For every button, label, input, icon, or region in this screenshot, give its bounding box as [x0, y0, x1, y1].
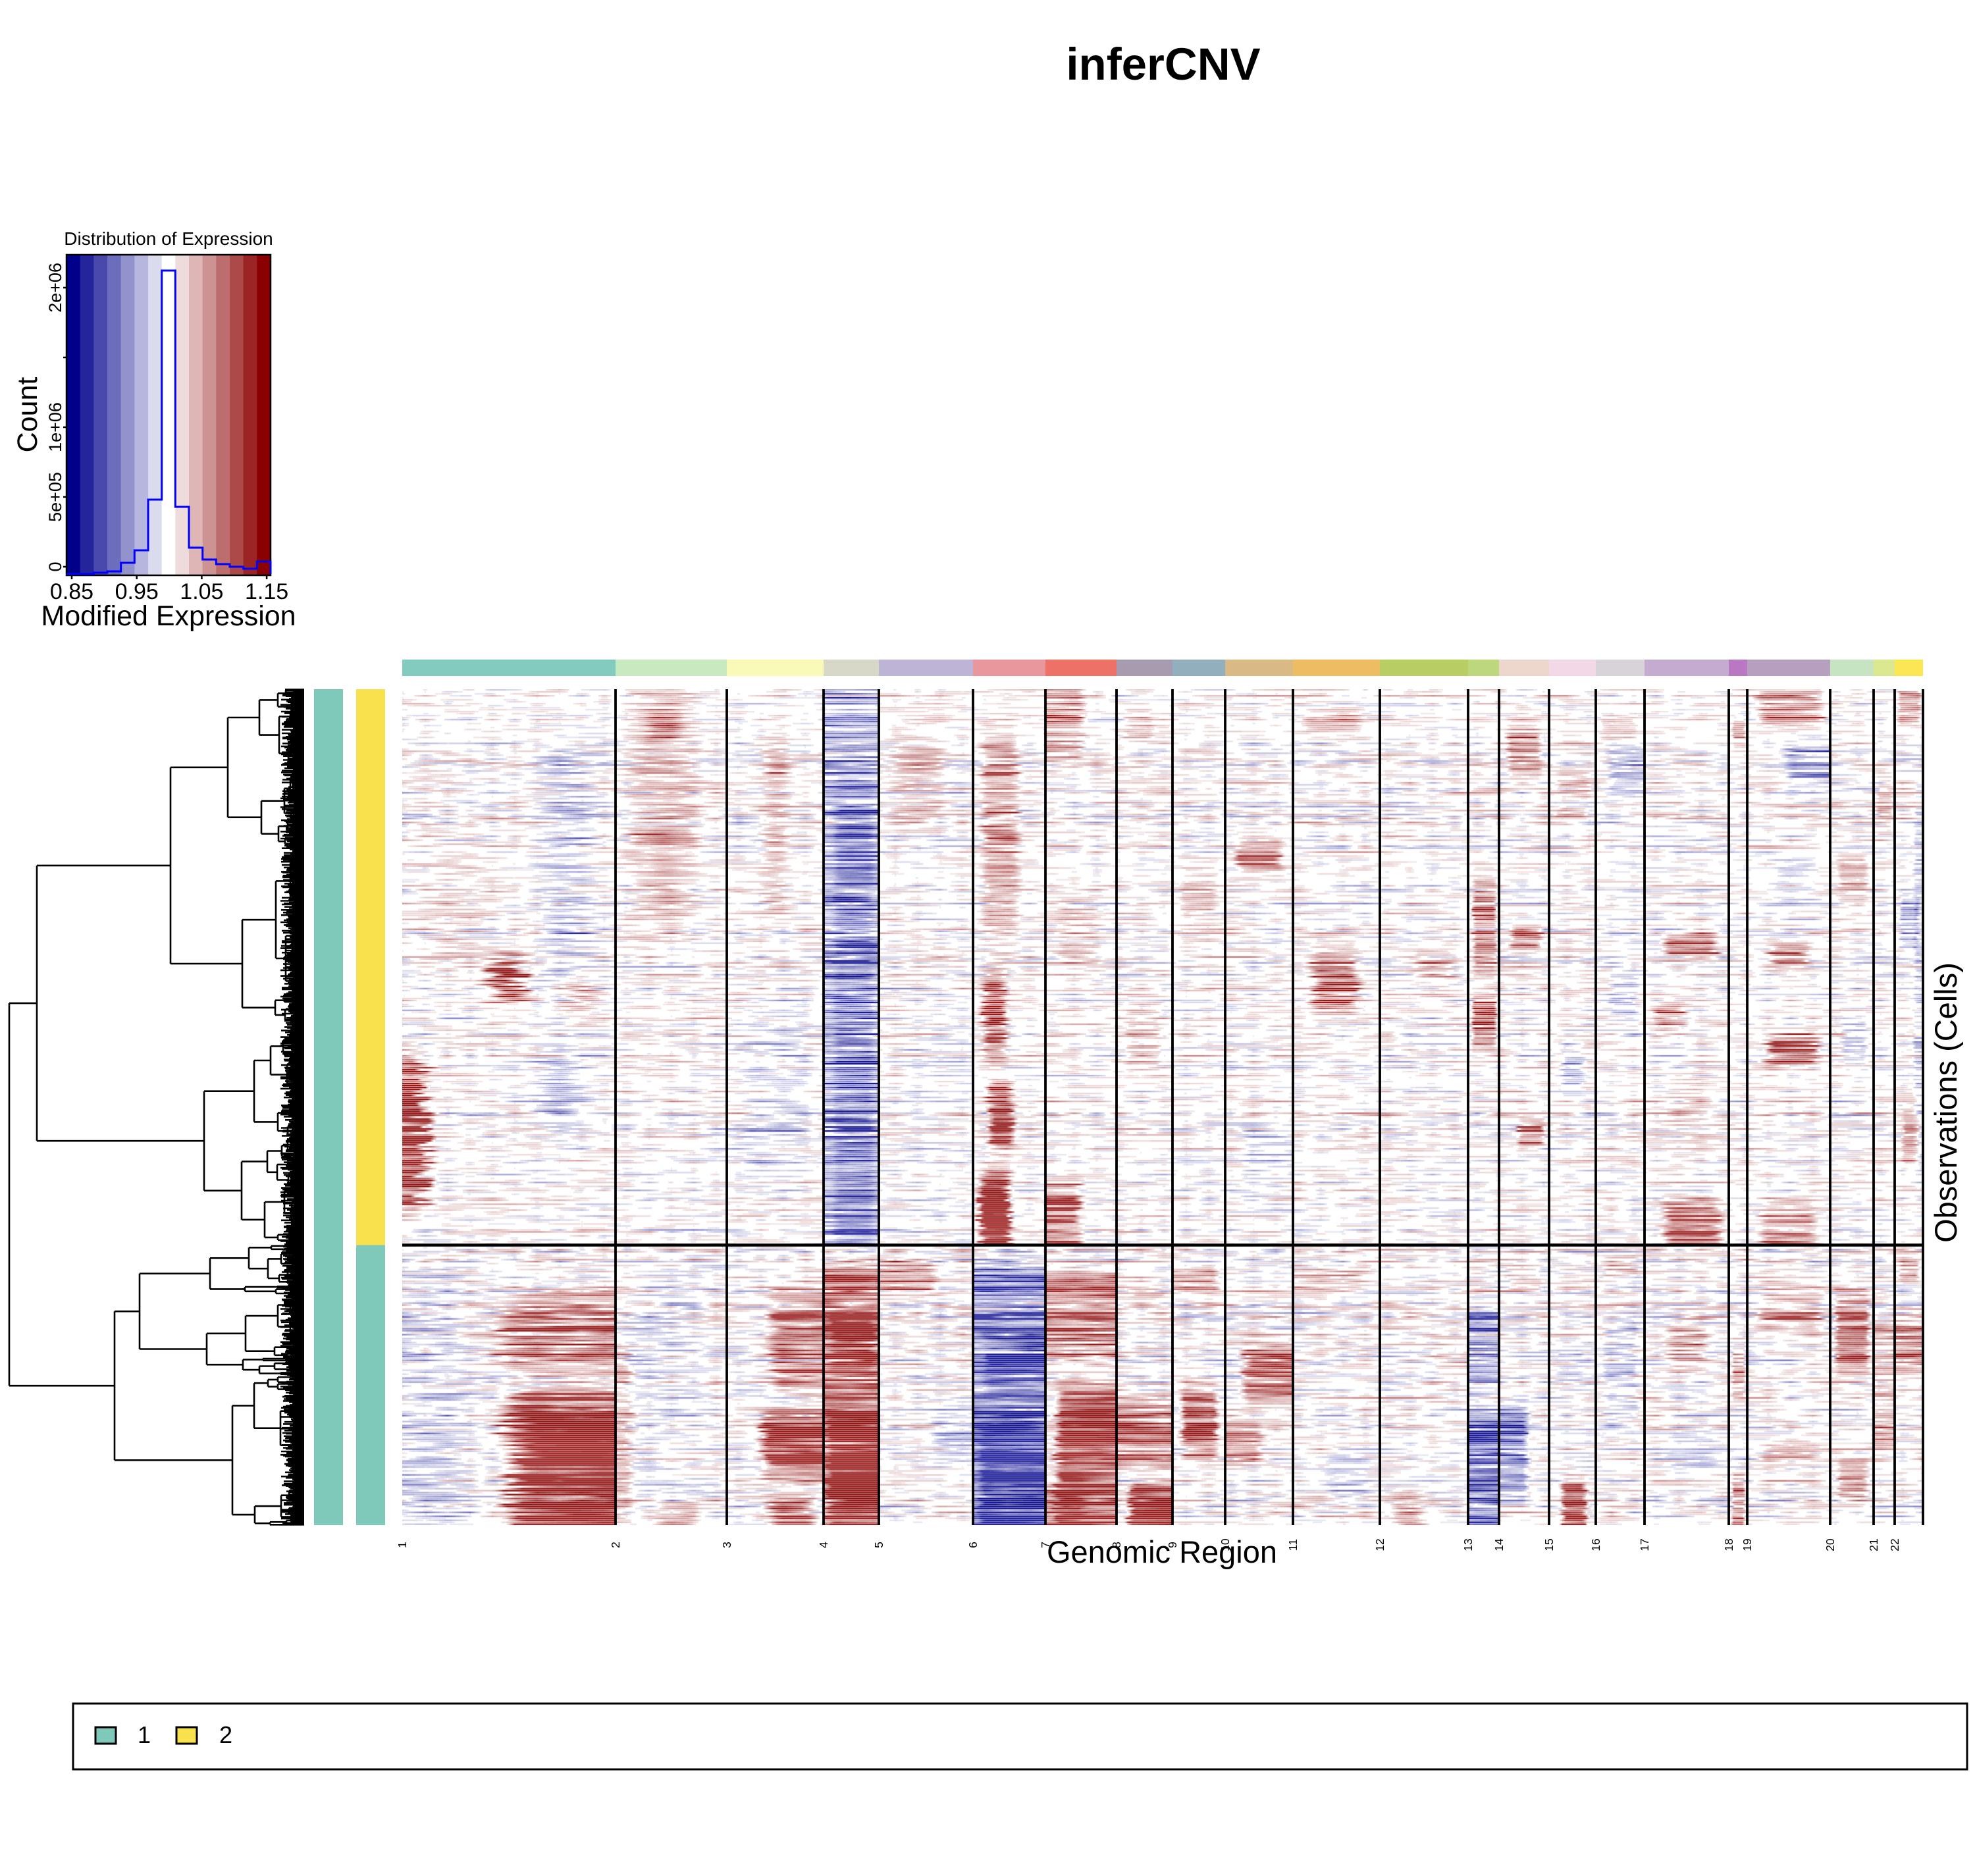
svg-text:4: 4 — [817, 1542, 830, 1548]
svg-text:Count: Count — [12, 377, 43, 453]
svg-text:8: 8 — [1110, 1542, 1123, 1548]
svg-text:1.05: 1.05 — [180, 579, 223, 604]
svg-text:15: 15 — [1542, 1538, 1556, 1551]
svg-text:7: 7 — [1039, 1542, 1052, 1548]
svg-text:5: 5 — [872, 1542, 885, 1548]
svg-text:21: 21 — [1867, 1538, 1880, 1551]
svg-text:1: 1 — [396, 1542, 409, 1548]
svg-text:1.15: 1.15 — [245, 579, 288, 604]
svg-text:5e+05: 5e+05 — [45, 472, 65, 522]
svg-text:Modified Expression: Modified Expression — [41, 600, 296, 632]
svg-text:2: 2 — [219, 1721, 232, 1748]
svg-text:6: 6 — [966, 1542, 980, 1548]
svg-text:20: 20 — [1824, 1538, 1837, 1551]
svg-text:13: 13 — [1462, 1538, 1475, 1551]
svg-text:0.95: 0.95 — [115, 579, 159, 604]
svg-text:9: 9 — [1166, 1542, 1179, 1548]
svg-text:12: 12 — [1373, 1538, 1386, 1551]
svg-text:17: 17 — [1638, 1538, 1651, 1551]
svg-text:Observations (Cells): Observations (Cells) — [1928, 962, 1963, 1243]
svg-text:1: 1 — [138, 1721, 151, 1748]
svg-text:14: 14 — [1492, 1538, 1506, 1551]
svg-text:0: 0 — [45, 561, 65, 571]
svg-text:10: 10 — [1219, 1538, 1232, 1551]
svg-text:Distribution of Expression: Distribution of Expression — [64, 228, 273, 249]
svg-text:0.85: 0.85 — [50, 579, 93, 604]
svg-text:19: 19 — [1741, 1538, 1754, 1551]
svg-text:11: 11 — [1286, 1539, 1300, 1551]
svg-text:1e+06: 1e+06 — [45, 402, 65, 452]
svg-text:2: 2 — [609, 1542, 622, 1548]
svg-text:2e+06: 2e+06 — [45, 263, 65, 313]
svg-text:Genomic Region: Genomic Region — [1047, 1534, 1277, 1569]
svg-text:18: 18 — [1722, 1538, 1735, 1551]
svg-text:3: 3 — [720, 1542, 733, 1548]
svg-text:22: 22 — [1888, 1538, 1901, 1551]
svg-text:16: 16 — [1589, 1538, 1602, 1551]
